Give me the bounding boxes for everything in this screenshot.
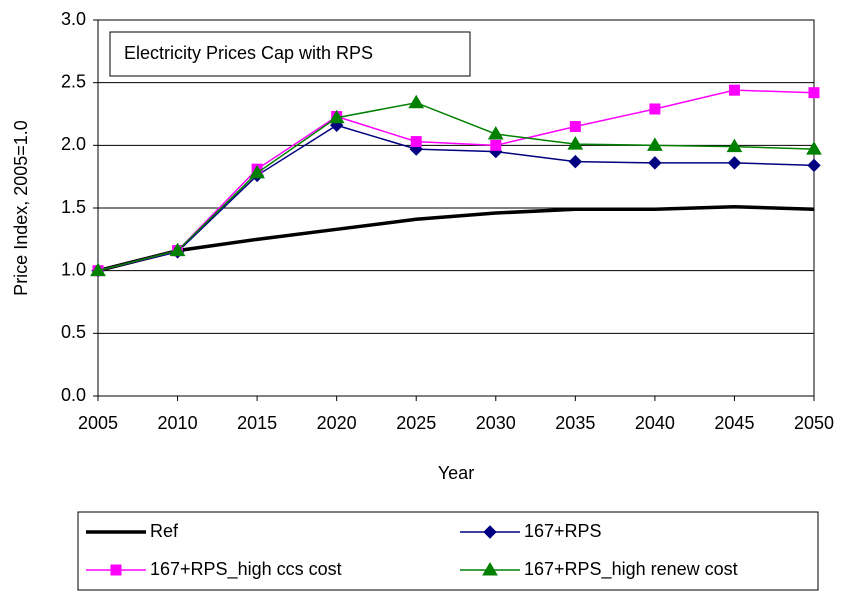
marker (487, 126, 504, 140)
series-line (97, 89, 815, 272)
x-tick-label: 2025 (396, 413, 436, 433)
x-tick-label: 2035 (555, 413, 595, 433)
x-tick-label: 2050 (794, 413, 834, 433)
x-tick-label: 2015 (237, 413, 277, 433)
marker (249, 164, 265, 179)
x-tick-label: 2005 (78, 413, 118, 433)
marker (328, 109, 345, 124)
marker (567, 136, 584, 150)
annotation-box (109, 31, 471, 77)
x-axis-label: Year (438, 463, 474, 483)
y-tick-label: 1.5 (61, 197, 86, 217)
legend-marker (483, 525, 497, 539)
y-tick-label: 2.0 (61, 134, 86, 154)
y-tick-label: 3.0 (61, 9, 86, 29)
legend-label: 167+RPS_high ccs cost (150, 559, 342, 580)
marker (568, 154, 583, 169)
x-tick-label: 2045 (714, 413, 754, 433)
y-tick-label: 0.0 (61, 385, 86, 405)
y-axis-label: Price Index, 2005=1.0 (11, 120, 31, 296)
legend-label: 167+RPS_high renew cost (524, 559, 738, 580)
x-tick-label: 2010 (158, 413, 198, 433)
annotation: Electricity Prices Cap with RPS (124, 43, 373, 63)
marker (807, 158, 821, 173)
legend-marker (482, 562, 498, 576)
marker (569, 121, 581, 133)
y-tick-label: 2.5 (61, 71, 86, 91)
marker (726, 138, 743, 153)
marker (806, 141, 822, 155)
y-tick-label: 0.5 (61, 322, 86, 342)
x-tick-label: 2030 (476, 413, 516, 433)
marker (727, 156, 742, 170)
marker (647, 137, 663, 151)
marker (408, 94, 425, 109)
marker (728, 84, 740, 96)
x-tick-label: 2040 (635, 413, 675, 433)
marker (648, 156, 662, 170)
marker (490, 139, 502, 151)
marker (808, 87, 820, 99)
legend (77, 511, 819, 591)
y-tick-label: 1.0 (61, 259, 86, 279)
marker (90, 262, 106, 277)
legend-label: 167+RPS (524, 521, 602, 541)
marker (169, 242, 186, 257)
legend-label: Ref (150, 521, 179, 541)
x-tick-label: 2020 (317, 413, 357, 433)
series-line (97, 204, 815, 273)
marker (649, 103, 661, 115)
marker (410, 136, 422, 148)
legend-marker (110, 564, 122, 576)
series-line (97, 101, 815, 272)
series-line (97, 124, 815, 272)
